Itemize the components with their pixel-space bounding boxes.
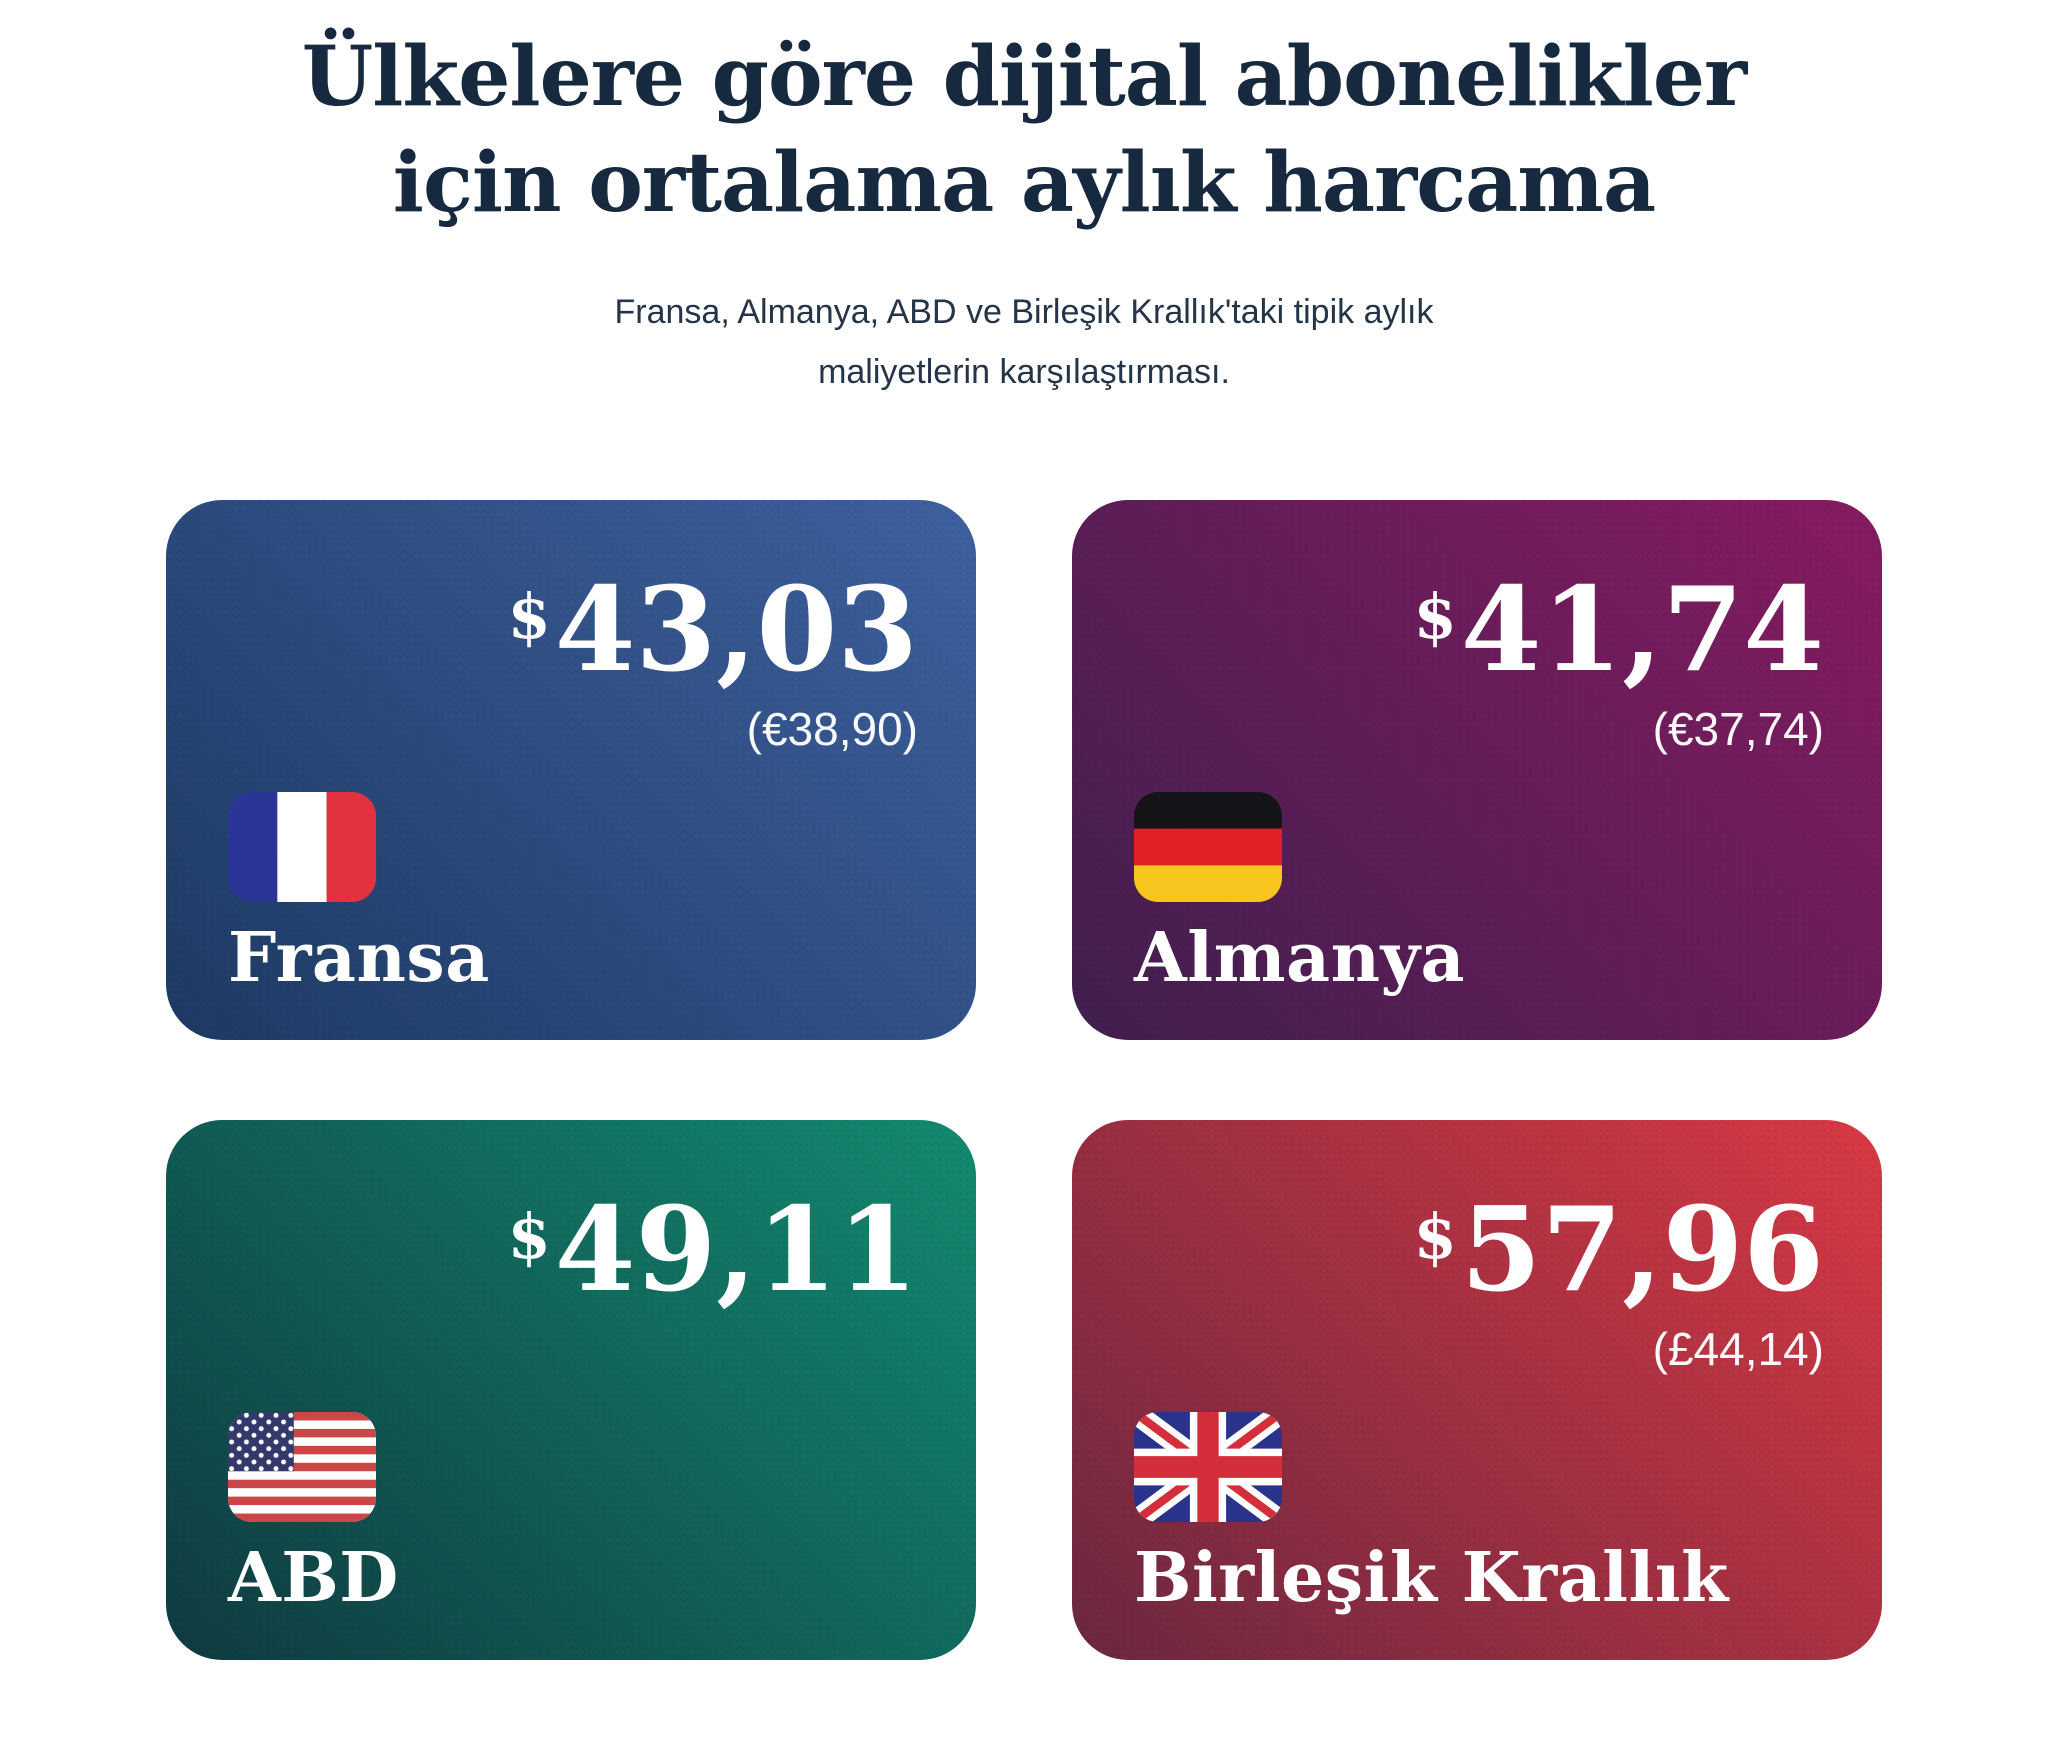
- dollar-sign: $: [507, 580, 551, 653]
- country-label: Almanya: [1134, 918, 1466, 998]
- page-title: Ülkelere göre dijital abonelikler için o…: [0, 24, 2048, 236]
- price-block: $43,03 (€38,90): [508, 558, 918, 757]
- price-local: (€37,74): [1652, 703, 1824, 755]
- country-block: ABD: [228, 1412, 399, 1618]
- price-local: (€38,90): [746, 703, 918, 755]
- country-cards-grid: $43,03 (€38,90) Fransa $41,74 (€37,74): [0, 500, 2048, 1660]
- country-card-germany: $41,74 (€37,74) Almanya: [1072, 500, 1882, 1040]
- header: Ülkelere göre dijital abonelikler için o…: [0, 0, 2048, 402]
- price-usd: $57,96: [1414, 1178, 1824, 1309]
- page-title-line1: Ülkelere göre dijital abonelikler: [301, 29, 1747, 125]
- price-usd: $41,74: [1414, 558, 1824, 689]
- country-block: Fransa: [228, 792, 490, 998]
- country-label: Birleşik Krallık: [1134, 1538, 1729, 1618]
- page-title-line2: için ortalama aylık harcama: [392, 135, 1656, 231]
- country-card-france: $43,03 (€38,90) Fransa: [166, 500, 976, 1040]
- price-amount: 41,74: [1460, 562, 1824, 698]
- price-usd: $43,03: [508, 558, 918, 689]
- price-amount: 43,03: [554, 562, 918, 698]
- price-usd: $49,11: [508, 1178, 918, 1309]
- price-local: (£44,14): [1652, 1323, 1824, 1375]
- country-block: Birleşik Krallık: [1134, 1412, 1729, 1618]
- page-subtitle-line2: maliyetlerin karşılaştırması.: [818, 353, 1230, 391]
- france-flag-icon: [228, 792, 376, 902]
- page-subtitle: Fransa, Almanya, ABD ve Birleşik Krallık…: [0, 282, 2048, 402]
- country-label: Fransa: [228, 918, 490, 998]
- dollar-sign: $: [507, 1200, 551, 1273]
- page-subtitle-line1: Fransa, Almanya, ABD ve Birleşik Krallık…: [614, 293, 1434, 331]
- price-amount: 49,11: [554, 1182, 918, 1318]
- price-block: $41,74 (€37,74): [1414, 558, 1824, 757]
- country-label: ABD: [228, 1538, 399, 1618]
- price-block: $57,96 (£44,14): [1414, 1178, 1824, 1377]
- price-amount: 57,96: [1460, 1182, 1824, 1318]
- price-local: [508, 1321, 918, 1377]
- germany-flag-icon: [1134, 792, 1282, 902]
- country-card-uk: $57,96 (£44,14) Birleşik Krallık: [1072, 1120, 1882, 1660]
- uk-flag-icon: [1134, 1412, 1282, 1522]
- price-block: $49,11: [508, 1178, 918, 1377]
- dollar-sign: $: [1413, 1200, 1457, 1273]
- country-card-usa: $49,11: [166, 1120, 976, 1660]
- dollar-sign: $: [1413, 580, 1457, 653]
- usa-flag-icon: [228, 1412, 376, 1522]
- country-block: Almanya: [1134, 792, 1465, 998]
